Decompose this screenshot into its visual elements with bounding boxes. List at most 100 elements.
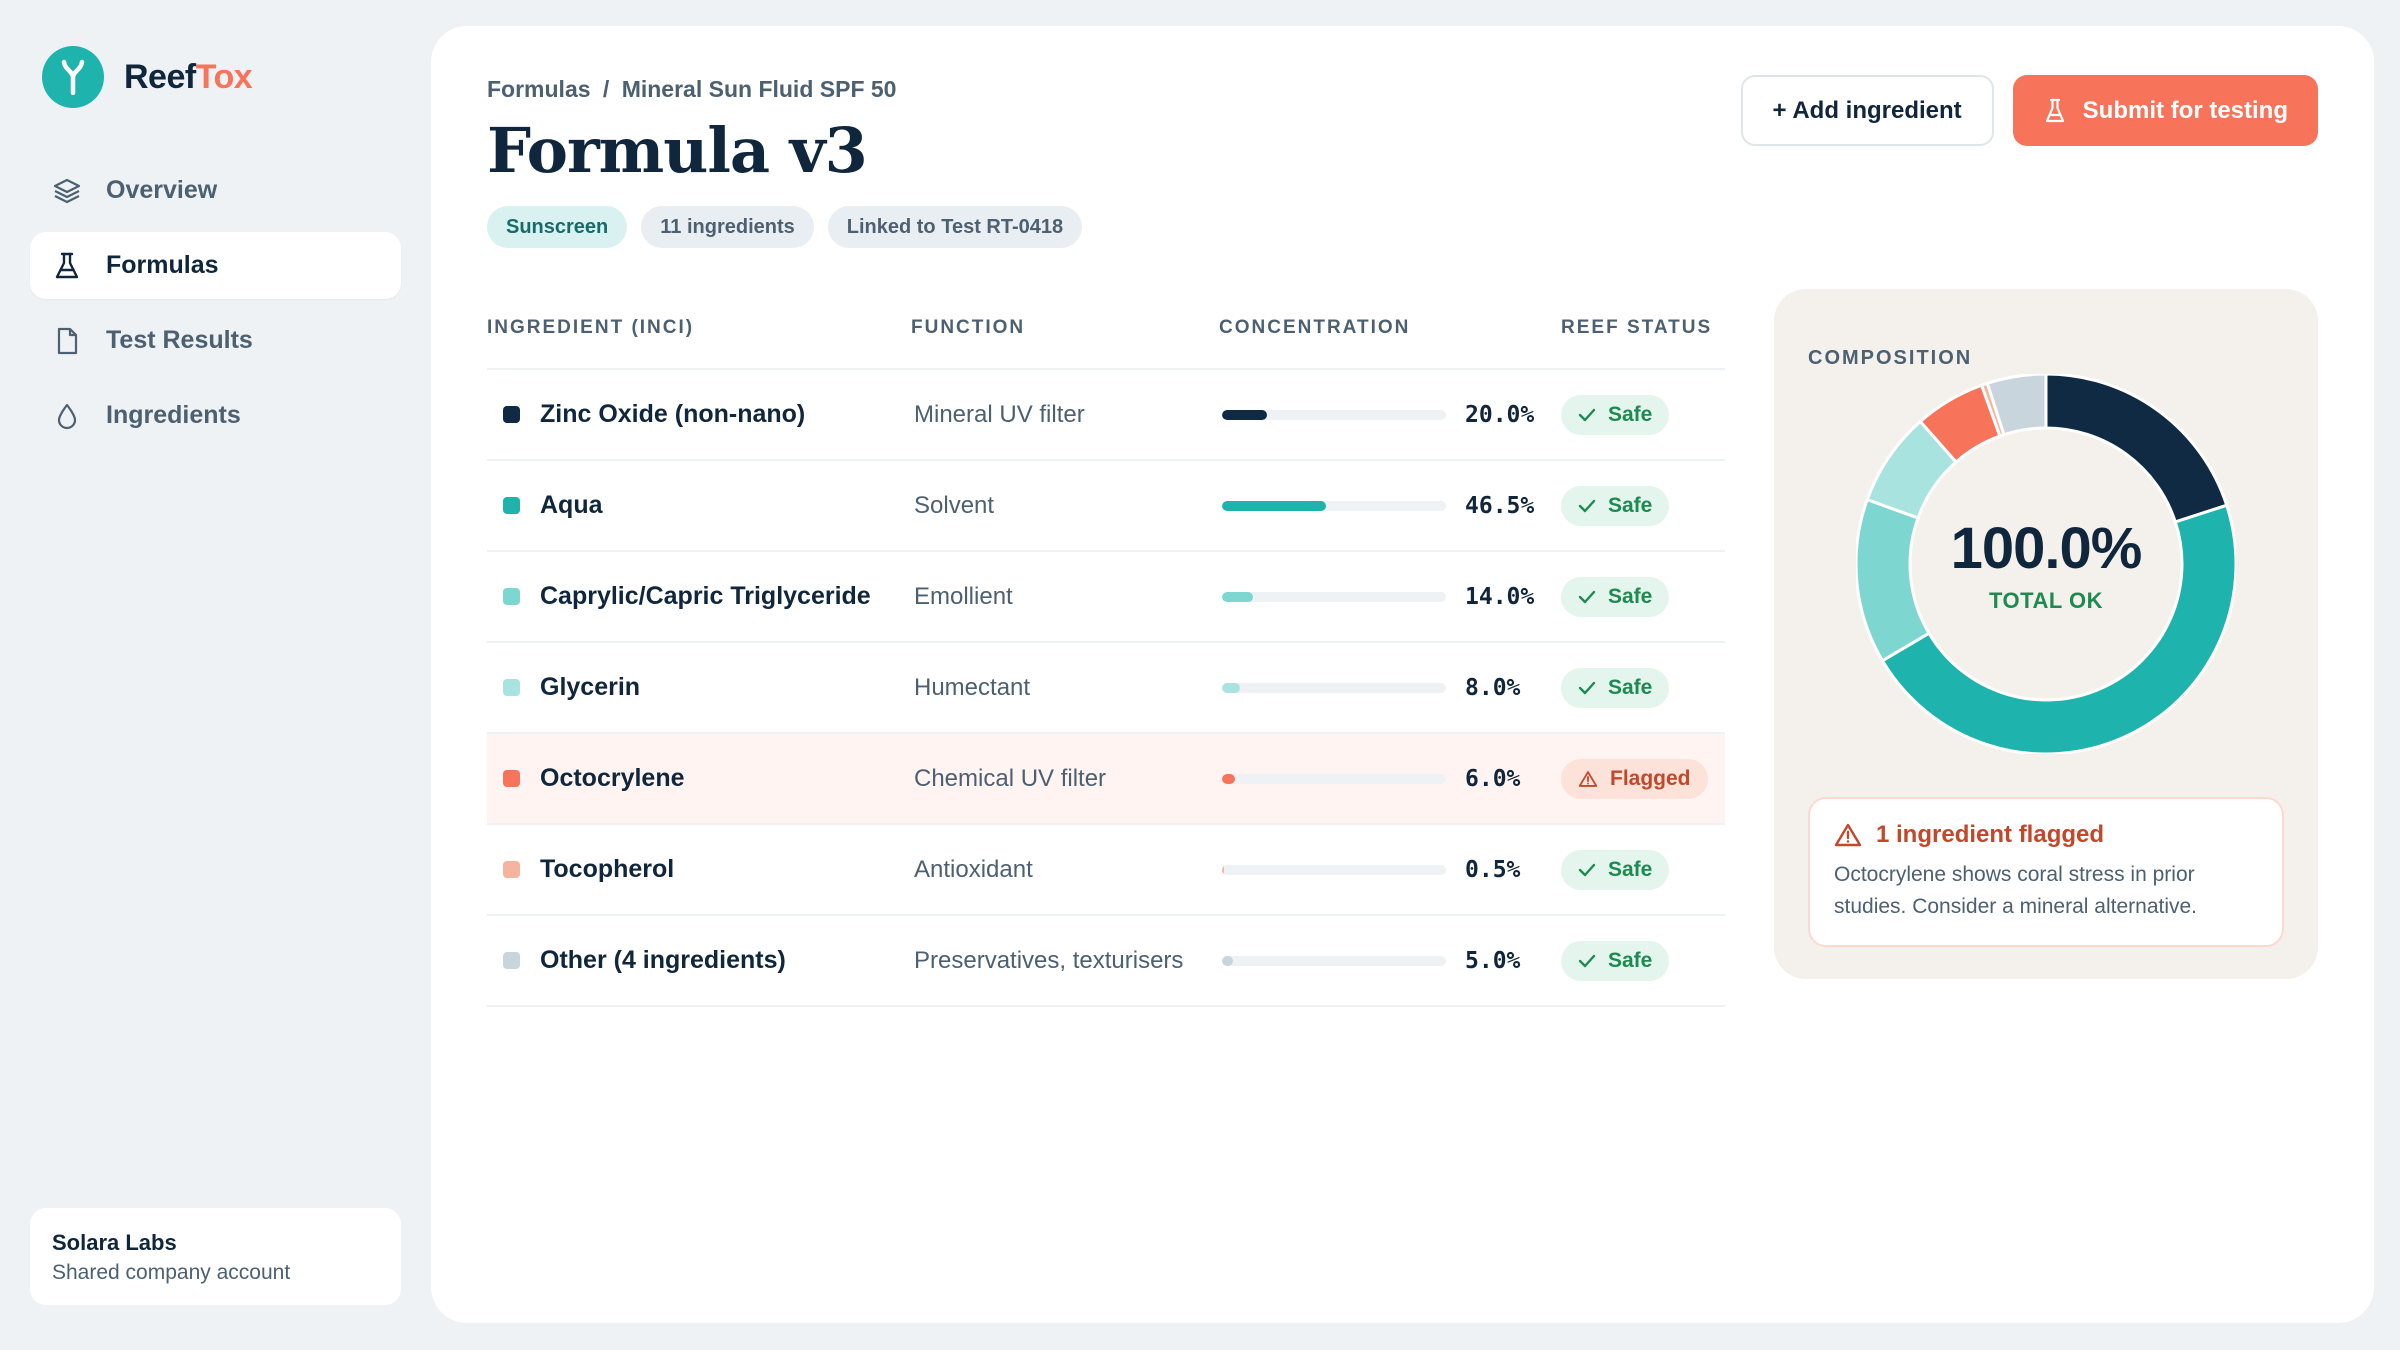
ingredient-swatch [503,952,520,969]
concentration-value: 46.5% [1465,492,1535,519]
status-badge: Safe [1561,576,1670,617]
status-cell: Safe [1561,849,1725,890]
ingredient-name: Zinc Oxide (non-nano) [540,400,806,428]
ingredient-name: Tocopherol [540,855,675,883]
status-cell: Safe [1561,394,1725,435]
concentration-cell: 0.5% [1219,857,1561,883]
concentration-cell: 6.0% [1219,766,1561,792]
concentration-bar-fill [1222,500,1327,511]
ingredient-swatch [503,679,520,696]
composition-panel: COMPOSITION 100.0% TOTAL OK 1 ingredient… [1774,289,2318,979]
account-card[interactable]: Solara Labs Shared company account [30,1208,401,1305]
concentration-bar [1222,682,1446,693]
concentration-cell: 14.0% [1219,584,1561,610]
table-row[interactable]: Octocrylene Chemical UV filter 6.0% Flagged [487,734,1725,825]
function-cell: Preservatives, texturisers [914,946,1184,974]
sidebar-item-label: Formulas [106,251,219,279]
status-cell: Safe [1561,940,1725,981]
alert-title: 1 ingredient flagged [1834,821,2258,849]
warning-icon [1578,770,1598,788]
breadcrumb-parent[interactable]: Formulas [487,76,591,102]
concentration-value: 0.5% [1465,856,1521,883]
composition-total: 100.0% [1950,515,2143,581]
document-icon [52,326,82,356]
column-header-function[interactable]: FUNCTION [911,317,1026,338]
main-panel: Formulas / Mineral Sun Fluid SPF 50 Form… [431,26,2374,1323]
status-cell: Safe [1561,667,1725,708]
app-name-part2: Tox [195,57,253,96]
ingredient-swatch [503,861,520,878]
table-row[interactable]: Caprylic/Capric Triglyceride Emollient 14.… [487,552,1725,643]
concentration-bar-fill [1222,773,1236,784]
header-actions: + Add ingredient Submit for testing [1740,75,2318,146]
concentration-cell: 8.0% [1219,675,1561,701]
ingredient-cell: Zinc Oxide (non-nano) [487,400,911,429]
check-icon [1578,953,1596,969]
donut-slice [1880,503,2238,756]
check-icon [1578,407,1596,423]
status-badge: Safe [1561,394,1670,435]
composition-label: COMPOSITION [1808,347,1973,369]
ingredient-cell: Other (4 ingredients) [487,946,911,975]
concentration-bar [1222,500,1446,511]
function-cell: Antioxidant [914,855,1033,883]
ingredient-swatch [503,497,520,514]
ingredient-cell: Octocrylene [487,764,911,793]
status-badge: Safe [1561,667,1670,708]
table-row[interactable]: Other (4 ingredients) Preservatives, text… [487,916,1725,1007]
submit-button-label: Submit for testing [2082,96,2288,124]
donut-chart [1854,372,2238,756]
flask-icon [2043,98,2067,124]
concentration-bar-fill [1222,591,1254,602]
status-label: Flagged [1610,766,1691,790]
ingredient-cell: Glycerin [487,673,911,702]
ingredient-name: Aqua [540,491,603,519]
composition-donut: 100.0% TOTAL OK [1854,372,2238,756]
table-row[interactable]: Tocopherol Antioxidant 0.5% Safe [487,825,1725,916]
warning-icon [1834,822,1862,848]
column-header-reef-status[interactable]: REEF STATUS [1561,317,1713,338]
account-name: Solara Labs [52,1230,177,1255]
sidebar-item-label: Test Results [106,326,253,354]
app-name-part1: Reef [124,57,196,96]
add-ingredient-button[interactable]: + Add ingredient [1740,75,1994,146]
concentration-bar [1222,591,1446,602]
layers-icon [52,176,82,206]
ingredient-cell: Aqua [487,491,911,520]
concentration-cell: 46.5% [1219,493,1561,519]
check-icon [1578,589,1596,605]
status-cell: Flagged [1561,758,1725,799]
coral-y-icon [42,46,104,108]
table-row[interactable]: Aqua Solvent 46.5% Safe [487,461,1725,552]
table-header: INGREDIENT (INCI) FUNCTION CONCENTRATION… [487,288,1725,370]
ingredient-name: Caprylic/Capric Triglyceride [540,582,871,610]
sidebar-nav: Overview Formulas Test Results [30,157,401,457]
ingredient-name: Other (4 ingredients) [540,946,786,974]
composition-total-status: TOTAL OK [1989,587,2103,613]
flask-icon [52,251,82,281]
droplet-icon [52,401,82,431]
concentration-bar-fill [1222,955,1234,966]
status-cell: Safe [1561,576,1725,617]
submit-for-testing-button[interactable]: Submit for testing [2012,75,2318,146]
sidebar: ReefTox Overview Formulas [0,0,430,1350]
breadcrumb-current: Mineral Sun Fluid SPF 50 [621,76,897,102]
sidebar-item-overview[interactable]: Overview [30,157,401,224]
column-header-concentration[interactable]: CONCENTRATION [1219,317,1411,338]
status-badge: Flagged [1561,758,1708,799]
concentration-bar [1222,409,1446,420]
status-badge: Safe [1561,940,1670,981]
sidebar-item-formulas[interactable]: Formulas [30,232,401,299]
ingredient-swatch [503,770,520,787]
sidebar-item-ingredients[interactable]: Ingredients [30,382,401,449]
concentration-value: 6.0% [1465,765,1521,792]
function-cell: Chemical UV filter [914,764,1107,792]
column-header-ingredient[interactable]: INGREDIENT (INCI) [487,317,695,338]
sidebar-item-test-results[interactable]: Test Results [30,307,401,374]
table-row[interactable]: Glycerin Humectant 8.0% Safe [487,643,1725,734]
ingredients-table: INGREDIENT (INCI) FUNCTION CONCENTRATION… [487,288,1725,1007]
formula-tags: Sunscreen 11 ingredients Linked to Test … [487,206,1096,248]
concentration-cell: 20.0% [1219,402,1561,428]
brand[interactable]: ReefTox [42,46,253,108]
table-row[interactable]: Zinc Oxide (non-nano) Mineral UV filter 20… [487,370,1725,461]
